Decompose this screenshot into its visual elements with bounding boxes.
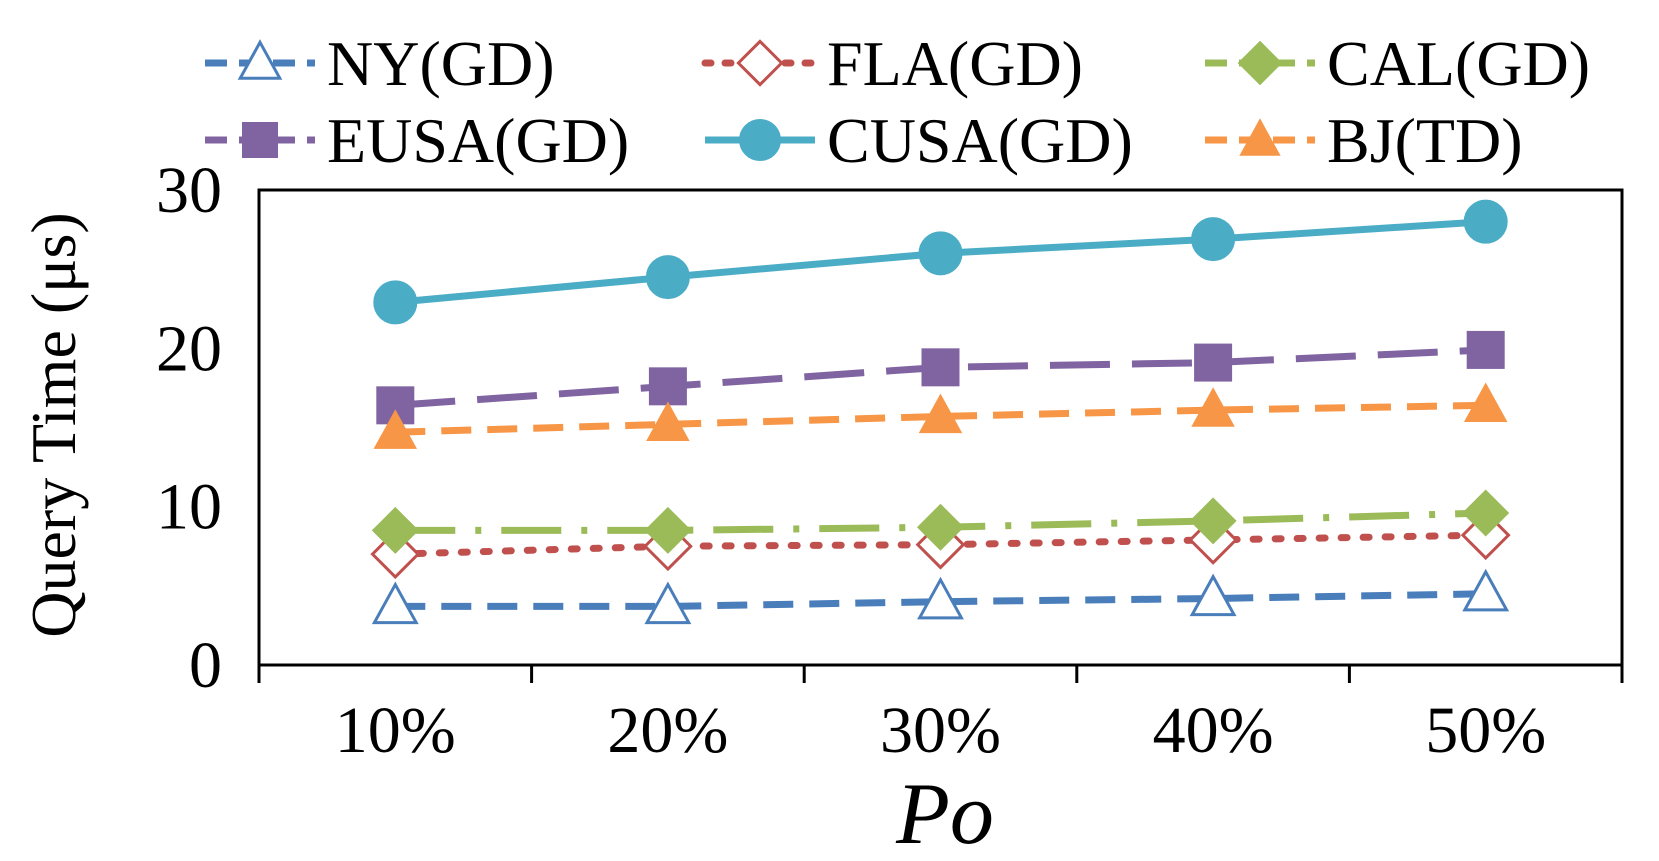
y-tick-label: 0 [189,629,222,702]
data-point-cusa-gd [645,255,690,300]
data-point-cusa-gd [1463,199,1508,244]
data-point-eusa-gd [1466,330,1505,369]
data-point-fla-gd [370,529,421,580]
data-point-cusa-gd [373,280,418,325]
data-point-ny-gd [644,581,692,625]
legend-label: CUSA(GD) [827,105,1133,176]
legend-swatch-marker [242,122,278,158]
series-line-fla-gd [391,531,1490,558]
legend-label: CAL(GD) [1327,28,1590,99]
data-point-ny-gd [371,581,419,625]
legend-item-ny-gd: NY(GD) [205,28,555,99]
data-point-cal-gd [916,503,965,551]
series-bj-td [373,382,1508,449]
legend-label: EUSA(GD) [327,105,629,176]
legend-swatch-marker [1239,118,1281,156]
data-point-bj-td [646,401,690,441]
y-axis: 0 10 20 30 [156,154,222,702]
data-point-cusa-gd [1191,217,1236,262]
data-point-cal-gd [644,506,692,554]
legend-item-bj-td: BJ(TD) [1205,105,1523,176]
legend-item-eusa-gd: EUSA(GD) [205,105,629,176]
legend-label: FLA(GD) [827,28,1083,99]
chart-legend: NY(GD) FLA(GD) CAL(GD) EUSA(GD) CUSA(GD) BJ(T… [205,28,1590,176]
data-point-ny-gd [917,576,964,620]
data-point-bj-td [373,409,418,449]
y-axis-label: Query Time (μs) [18,212,89,637]
data-point-eusa-gd [921,348,960,387]
x-tick-label: 50% [1425,694,1546,767]
data-point-bj-td [1463,382,1508,422]
x-tick-label: 20% [607,694,728,767]
x-tick-label: 10% [335,694,456,767]
legend-item-cal-gd: CAL(GD) [1205,28,1590,99]
x-tick-label: 40% [1153,694,1274,767]
x-axis-label: Po [895,766,994,861]
legend-swatch-marker [1237,40,1283,86]
legend-item-cusa-gd: CUSA(GD) [705,105,1133,176]
data-point-eusa-gd [1194,343,1233,382]
data-point-cal-gd [1189,497,1237,545]
legend-swatch-marker [739,119,781,161]
data-point-bj-td [1191,387,1235,427]
legend-swatch-marker [237,39,283,80]
legend-label: BJ(TD) [1327,105,1523,176]
data-point-cal-gd [1462,489,1510,537]
data-point-eusa-gd [648,367,687,406]
data-point-ny-gd [1462,568,1510,612]
series-cal-gd [371,489,1510,554]
plot-area [257,188,1624,667]
y-tick-label: 20 [156,312,222,385]
series-cusa-gd [373,199,1508,325]
data-point-cal-gd [371,506,419,554]
series-ny-gd [371,568,1510,625]
series-eusa-gd [376,330,1505,425]
legend-item-fla-gd: FLA(GD) [701,28,1083,99]
x-axis: 10% 20% 30% 40% 50% [257,665,1624,767]
data-point-cusa-gd [918,231,963,276]
y-tick-label: 10 [156,471,222,544]
legend-swatch-marker [736,39,784,87]
x-tick-label: 30% [880,694,1001,767]
legend-label: NY(GD) [327,28,555,99]
data-point-bj-td [918,393,963,434]
series-layer [370,199,1511,625]
y-tick-label: 30 [156,154,222,227]
data-point-ny-gd [1189,573,1237,617]
